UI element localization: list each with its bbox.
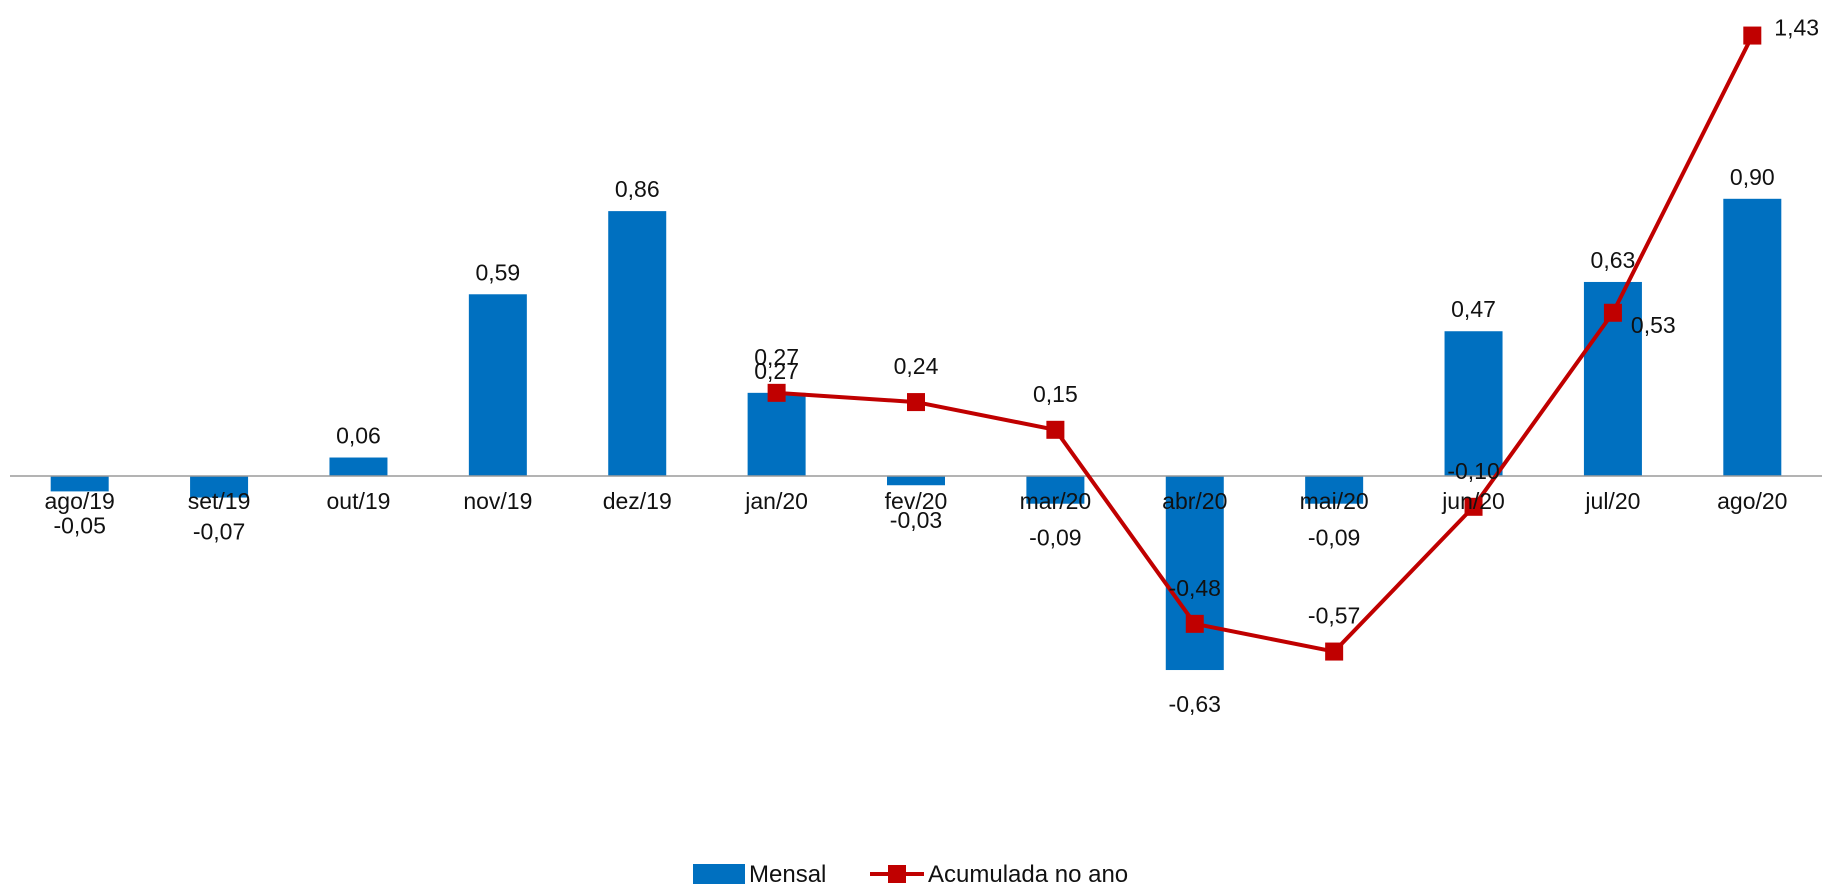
bar-mar-20 — [1026, 476, 1085, 504]
x-tick-labels: ago/19 set/19 out/19 nov/19 dez/19 jan/20 fev/… — [45, 488, 1788, 514]
bar-value-label: 0,06 — [336, 423, 381, 449]
x-tick-label: jan/20 — [744, 488, 808, 514]
bar-value-label: -0,07 — [193, 519, 245, 545]
marker-fev-20 — [907, 393, 925, 412]
bar-set-19 — [190, 476, 249, 498]
line-value-label: 0,53 — [1631, 312, 1676, 338]
marker-ago-20 — [1743, 26, 1762, 45]
line-value-label: 0,27 — [754, 344, 799, 370]
legend-label-acumulada: Acumulada no ano — [928, 861, 1128, 887]
bar-mai-20 — [1305, 476, 1364, 504]
line-value-label: 1,43 — [1774, 15, 1819, 41]
x-tick-label: fev/20 — [885, 488, 948, 514]
marker-mai-20 — [1325, 642, 1344, 661]
x-tick-label: jun/20 — [1441, 488, 1505, 514]
legend-swatch-mensal — [693, 864, 745, 884]
bar-jan-20 — [747, 392, 806, 476]
bar-value-label: 0,86 — [615, 176, 660, 202]
line-value-label: 0,24 — [894, 353, 939, 379]
bar-value-label: -0,09 — [1029, 525, 1081, 551]
marker-jun-20 — [1464, 497, 1483, 516]
x-tick-label: out/19 — [326, 488, 390, 514]
bar-value-label: 0,59 — [475, 259, 520, 285]
bar-series-mensal — [50, 198, 1782, 671]
bar-abr-20 — [1165, 476, 1224, 671]
x-tick-label: ago/19 — [45, 488, 115, 514]
legend: Mensal Acumulada no ano — [693, 861, 1128, 887]
bar-out-19 — [329, 457, 388, 476]
marker-abr-20 — [1185, 614, 1204, 633]
bar-value-label: -0,05 — [53, 512, 105, 538]
bar-value-label: -0,63 — [1169, 691, 1221, 717]
marker-jan-20 — [767, 383, 786, 402]
legend-marker-acumulada — [888, 865, 906, 883]
bar-value-label: 0,47 — [1451, 296, 1496, 322]
bar-value-label: -0,09 — [1308, 525, 1360, 551]
x-tick-label: abr/20 — [1162, 488, 1227, 514]
bar-value-label: 0,63 — [1591, 247, 1636, 273]
acumulada-line — [776, 34, 1755, 654]
bar-jun-20 — [1444, 331, 1503, 476]
x-tick-label: nov/19 — [463, 488, 532, 514]
line-value-label: -0,10 — [1447, 458, 1499, 484]
line-value-label: -0,48 — [1169, 575, 1221, 601]
marker-mar-20 — [1046, 420, 1065, 439]
x-tick-label: mai/20 — [1300, 488, 1369, 514]
bar-fev-20 — [887, 476, 945, 486]
x-tick-label: jul/20 — [1584, 488, 1640, 514]
x-tick-label: dez/19 — [603, 488, 672, 514]
line-series-acumulada — [767, 26, 1762, 661]
bar-dez-19 — [608, 211, 667, 476]
line-value-label: 0,15 — [1033, 381, 1078, 407]
bar-ago-19 — [50, 476, 109, 492]
line-value-label: -0,57 — [1308, 603, 1360, 629]
bar-value-label: -0,03 — [890, 507, 942, 533]
bar-value-label: 0,27 — [754, 358, 799, 384]
data-labels: -0,05 -0,07 0,06 0,59 0,86 0,27 -0,03 -0,09 -0,6… — [53, 15, 1819, 717]
x-tick-label: ago/20 — [1717, 488, 1787, 514]
marker-jul-20 — [1603, 303, 1622, 322]
bar-ago-20 — [1723, 198, 1782, 477]
x-tick-label: set/19 — [188, 488, 251, 514]
x-tick-label: mar/20 — [1020, 488, 1092, 514]
legend-label-mensal: Mensal — [749, 861, 826, 887]
bar-value-label: 0,90 — [1730, 164, 1775, 190]
bar-nov-19 — [468, 294, 527, 476]
